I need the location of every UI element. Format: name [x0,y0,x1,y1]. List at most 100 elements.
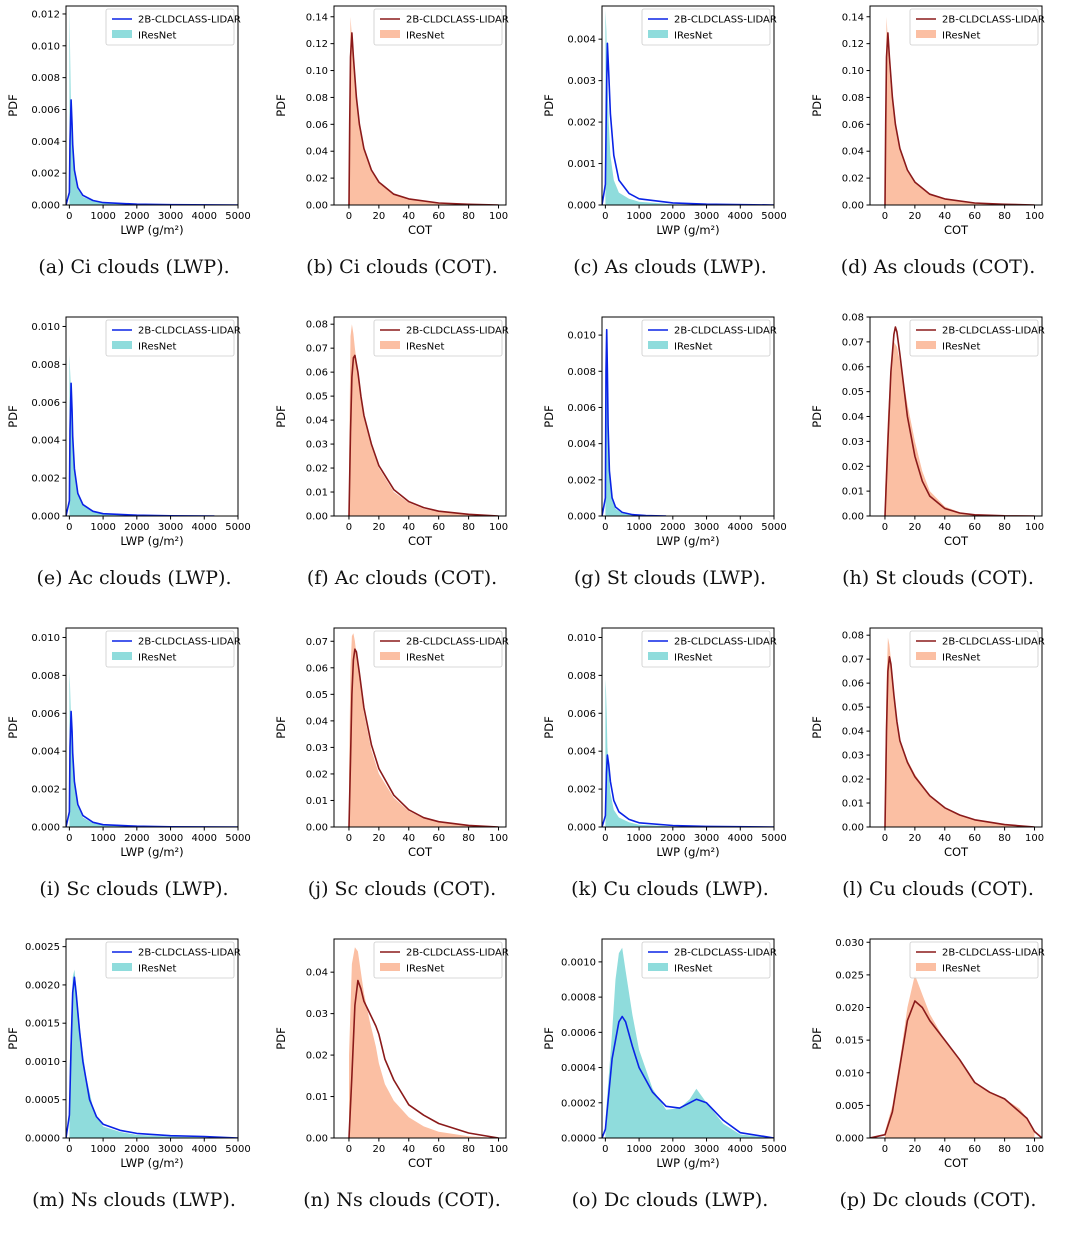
y-tick-label: 0.08 [842,313,864,324]
y-tick-label: 0.0000 [561,1134,596,1145]
y-tick-label: 0.00 [306,512,328,523]
y-axis-label: PDF [6,405,20,427]
legend-label: IResNet [674,31,712,42]
x-tick-label: 1000 [626,833,651,844]
legend-i: 2B-CLDCLASS-LIDAR IResNet [105,630,241,668]
legend-label: 2B-CLDCLASS-LIDAR [138,948,241,959]
y-tick-label: 0.14 [842,12,864,23]
x-tick-label: 0 [346,833,352,844]
legend-label: IResNet [406,653,444,664]
legend-k: 2B-CLDCLASS-LIDAR IResNet [641,630,777,668]
x-axis-label: COT [944,845,969,859]
kde-line-o [602,1015,774,1138]
chart-svg-l: 0.00 0.01 0.02 0.03 0.04 0.05 0.06 0.07 0.08 0 20 4… [810,627,1045,859]
legend-label: IResNet [942,653,980,664]
x-tick-label: 2000 [660,833,685,844]
x-tick-label: 3000 [158,211,183,222]
chart-panel-m: 0.0000 0.0005 0.0010 0.0015 0.0020 0.0025 0 100… [0,933,268,1233]
legend-label: IResNet [942,964,980,975]
subfigure-caption: (j) Sc clouds (COT). [307,878,497,900]
x-tick-label: 60 [968,833,981,844]
hist-area-l [885,637,1035,827]
y-tick-label: 0.004 [31,436,60,447]
y-tick-label: 0.008 [567,367,596,378]
y-tick-label: 0.006 [31,398,60,409]
x-tick-label: 60 [432,211,445,222]
hist-area-n [349,947,499,1138]
axes-frame-m [65,938,239,1139]
y-tick-label: 0.002 [31,169,60,180]
x-tick-label: 3000 [694,833,719,844]
legend-label: IResNet [406,342,444,353]
x-tick-label: 4000 [728,833,753,844]
x-tick-label: 5000 [225,211,250,222]
chart-svg-p: 0.000 0.005 0.010 0.015 0.020 0.025 0.030 0 20 40… [810,938,1045,1170]
legend-label: IResNet [138,31,176,42]
y-tick-label: 0.04 [306,716,328,727]
y-tick-label: 0.002 [567,475,596,486]
y-axis-label: PDF [6,1027,20,1049]
y-tick-label: 0.00 [306,201,328,212]
legend-swatch-hist [916,30,936,38]
y-tick-label: 0.03 [306,743,328,754]
y-tick-label: 0.04 [842,412,864,423]
x-tick-label: 0 [882,211,888,222]
y-axis-label: PDF [542,716,556,738]
subfigure-caption: (e) Ac clouds (LWP). [36,567,232,589]
y-tick-label: 0.07 [842,655,864,666]
x-tick-label: 0 [66,833,72,844]
x-tick-label: 0 [882,1144,888,1155]
x-tick-label: 4000 [192,833,217,844]
axes-frame-f [333,316,507,517]
y-axis-label: PDF [274,94,288,116]
chart-svg-a: 0.000 0.002 0.004 0.006 0.008 0.010 0.012 0 1000… [6,5,251,237]
y-tick-label: 0.008 [31,360,60,371]
x-axis-label: LWP (g/m²) [656,223,719,237]
y-tick-label: 0.01 [306,796,328,807]
y-tick-label: 0.01 [842,487,864,498]
y-tick-label: 0.004 [567,35,596,46]
legend-label: IResNet [406,31,444,42]
legend-m: 2B-CLDCLASS-LIDAR IResNet [105,941,241,979]
y-axis-label: PDF [810,94,824,116]
y-tick-label: 0.006 [567,709,596,720]
subfigure-caption: (m) Ns clouds (LWP). [32,1189,236,1211]
y-tick-label: 0.000 [31,201,60,212]
y-tick-label: 0.008 [567,671,596,682]
hist-area-h [885,341,1035,516]
chart-svg-h: 0.00 0.01 0.02 0.03 0.04 0.05 0.06 0.07 0.08 0 20 4… [810,313,1045,549]
y-tick-label: 0.01 [842,799,864,810]
y-tick-label: 0.00 [306,823,328,834]
x-tick-label: 2000 [124,1144,149,1155]
y-tick-label: 0.000 [31,512,60,523]
legend-label: IResNet [674,342,712,353]
y-tick-label: 0.0005 [25,1095,60,1106]
chart-panel-j: 0.00 0.01 0.02 0.03 0.04 0.05 0.06 0.07 0 20 40 60 8… [268,622,536,922]
y-tick-label: 0.02 [842,174,864,185]
y-axis-label: PDF [274,1027,288,1049]
y-tick-label: 0.05 [306,690,328,701]
y-tick-label: 0.06 [842,120,864,131]
x-tick-label: 3000 [694,211,719,222]
y-tick-label: 0.020 [835,1003,864,1014]
hist-area-i [69,671,238,827]
chart-panel-f: 0.00 0.01 0.02 0.03 0.04 0.05 0.06 0.07 0.08 0 20 4… [268,311,536,611]
kde-line-c [602,42,774,205]
y-tick-label: 0.04 [842,147,864,158]
y-tick-label: 0.02 [306,1051,328,1062]
y-tick-label: 0.02 [306,464,328,475]
x-tick-label: 1000 [90,522,115,533]
y-tick-label: 0.010 [567,633,596,644]
x-axis-label: LWP (g/m²) [120,845,183,859]
y-tick-label: 0.04 [842,727,864,738]
y-axis-label: PDF [810,1027,824,1049]
x-tick-label: 2000 [660,211,685,222]
y-tick-label: 0.008 [31,671,60,682]
y-tick-label: 0.02 [306,769,328,780]
y-tick-label: 0.06 [306,120,328,131]
legend-label: IResNet [406,964,444,975]
y-tick-label: 0.06 [842,362,864,373]
legend-label: 2B-CLDCLASS-LIDAR [138,326,241,337]
x-tick-label: 0 [346,1144,352,1155]
y-tick-label: 0.003 [567,76,596,87]
